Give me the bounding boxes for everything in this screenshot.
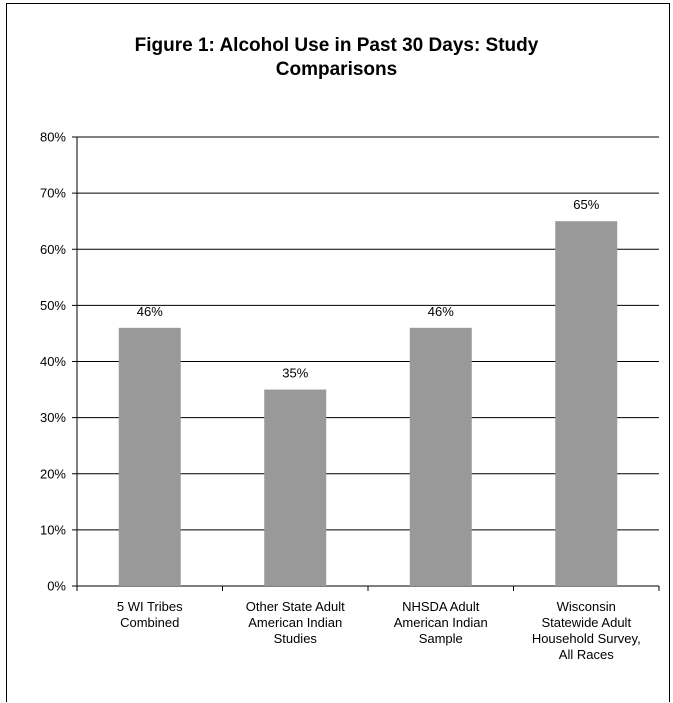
y-tick-label: 30% [40,410,66,425]
chart-title: Figure 1: Alcohol Use in Past 30 Days: S… [134,35,539,80]
y-tick-label: 0% [47,579,66,594]
y-tick-label: 40% [40,354,66,369]
category-label: Wisconsin Statewide Adult Household Survey… [532,599,641,662]
bar [555,221,618,586]
category-label: 5 WI Tribes Combined [117,599,183,630]
y-tick-label: 70% [40,186,66,201]
y-tick-label: 10% [40,522,66,537]
bar [264,389,327,586]
data-label: 65% [573,197,599,212]
category-label: NHSDA Adult American Indian Sample [394,599,488,646]
y-tick-label: 50% [40,298,66,313]
y-tick-label: 60% [40,242,66,257]
y-tick-label: 80% [40,130,66,145]
bar [118,327,181,586]
data-label: 46% [428,304,454,319]
chart-frame [6,3,670,702]
data-label: 35% [282,366,308,381]
bar [409,327,472,586]
y-tick-label: 20% [40,466,66,481]
category-label: Other State Adult American Indian Studies [246,599,345,646]
data-label: 46% [137,304,163,319]
